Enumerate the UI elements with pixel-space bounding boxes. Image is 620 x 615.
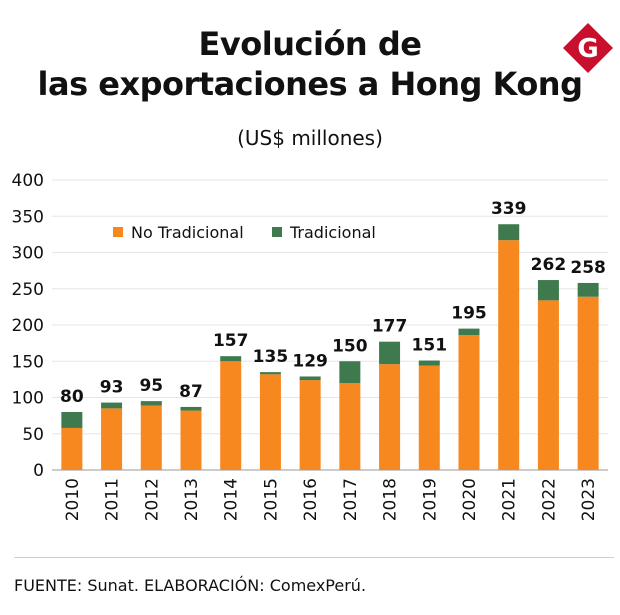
y-tick-label: 350 [12,207,44,227]
x-tick-label: 2012 [142,478,162,521]
bar-no-tradicional [259,374,281,470]
x-tick-label: 2019 [420,478,440,521]
x-tick-label: 2022 [539,478,559,521]
bar-tradicional [299,376,321,381]
bar-tradicional [61,412,83,428]
bar-no-tradicional [299,380,321,470]
x-tick-label: 2016 [301,478,321,521]
bar-no-tradicional [537,300,559,470]
x-tick-label: 2023 [579,478,599,521]
total-data-label: 80 [60,387,84,407]
logo-letter: G [577,34,598,64]
bar-tradicional [458,328,480,336]
total-data-label: 135 [253,347,289,367]
y-tick-label: 150 [12,352,44,372]
bar-no-tradicional [498,240,520,470]
total-data-label: 151 [412,336,448,356]
bar-tradicional [577,282,599,297]
title-line-1: Evolución de [198,25,422,63]
source-footer: FUENTE: Sunat. ELABORACIÓN: ComexPerú. [14,576,367,595]
bar-tradicional [180,406,202,411]
total-data-label: 339 [491,199,527,219]
chart-subtitle: (US$ millones) [237,126,383,150]
bar-tradicional [220,356,242,362]
x-tick-label: 2021 [500,478,520,521]
x-tick-label: 2010 [63,478,83,521]
title-line-2: las exportaciones a Hong Kong [37,65,583,103]
bar-no-tradicional [577,296,599,470]
bar-tradicional [418,360,440,366]
total-data-label: 150 [332,336,368,356]
bar-no-tradicional [458,335,480,470]
stacked-bar-chart: 0 50 100 150 200 250 300 350 400 80 2010 93 2011 95 20… [12,171,608,521]
bar-no-tradicional [418,365,440,470]
bar-no-tradicional [140,405,162,470]
y-tick-label: 50 [22,425,44,445]
x-tick-label: 2014 [222,478,242,521]
y-tick-label: 400 [12,171,44,191]
x-tick-label: 2018 [381,478,401,521]
total-data-label: 177 [372,317,408,337]
y-tick-label: 100 [12,389,44,409]
x-tick-label: 2013 [182,478,202,521]
legend-label-tradicional: Tradicional [289,223,376,242]
footer-divider [14,557,614,558]
total-data-label: 157 [213,331,249,351]
total-data-label: 262 [531,255,567,275]
y-tick-label: 0 [33,461,44,481]
total-data-label: 195 [451,304,487,324]
bar-tradicional [101,402,123,409]
chart-title: Evolución de las exportaciones a Hong Ko… [0,24,620,104]
total-data-label: 258 [570,258,606,278]
x-tick-label: 2020 [460,478,480,521]
total-data-label: 129 [292,351,328,371]
bar-no-tradicional [379,364,401,470]
bar-tradicional [259,372,281,375]
bar-tradicional [339,361,361,383]
legend-swatch-no-tradicional [113,227,123,237]
total-data-label: 93 [100,378,124,398]
bar-tradicional [379,341,401,365]
x-tick-label: 2011 [103,478,123,521]
bar-tradicional [140,401,162,406]
brand-logo-icon: G [563,23,613,73]
logo-diamond [563,23,613,73]
x-tick-label: 2015 [261,478,281,521]
bar-no-tradicional [61,427,83,470]
y-tick-label: 200 [12,316,44,336]
bar-no-tradicional [180,410,202,470]
y-tick-label: 300 [12,244,44,264]
total-data-label: 95 [139,376,163,396]
bar-no-tradicional [220,361,242,470]
total-data-label: 87 [179,382,203,402]
legend-swatch-tradicional [272,227,282,237]
y-tick-label: 250 [12,280,44,300]
x-tick-label: 2017 [341,478,361,521]
bar-no-tradicional [101,408,123,470]
bar-tradicional [498,224,520,241]
bar-no-tradicional [339,383,361,470]
bar-tradicional [537,280,559,301]
legend-label-no-tradicional: No Tradicional [131,223,244,242]
